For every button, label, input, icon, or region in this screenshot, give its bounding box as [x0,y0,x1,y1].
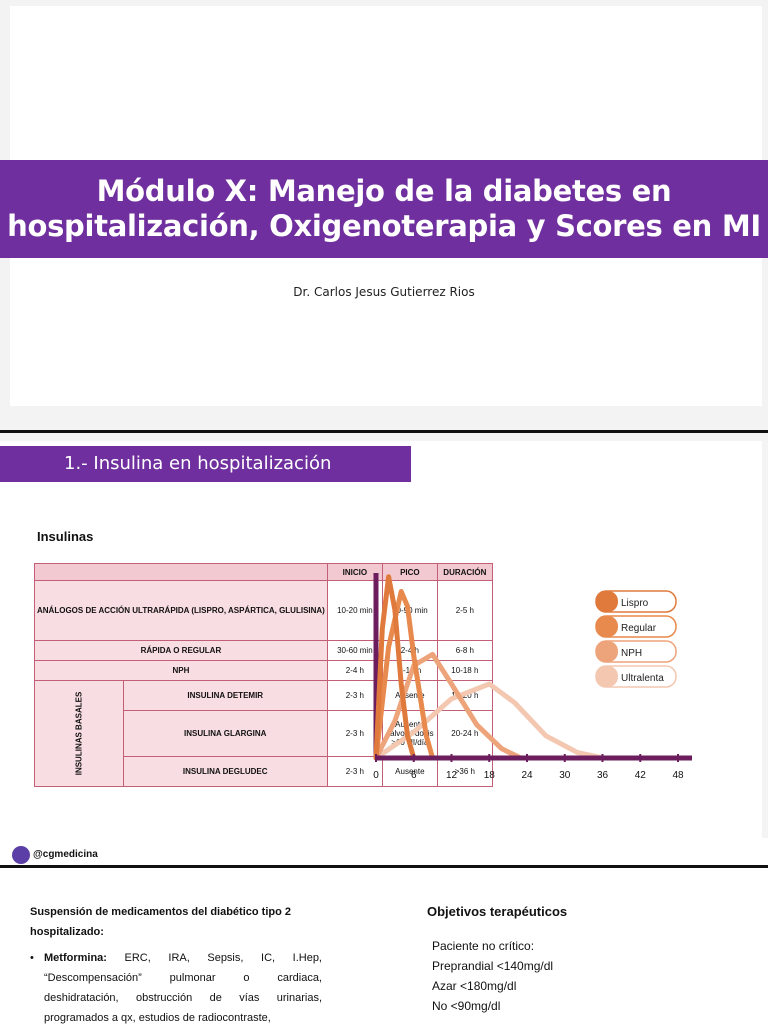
title-slide: Módulo X: Manejo de la diabetes en hospi… [0,0,768,430]
x-tick-label: 48 [672,770,684,781]
objective-item: Paciente no crítico: [432,939,535,953]
footer-bar: @cgmedicina [0,838,768,865]
legend-item-ultralenta: Ultralenta [595,665,677,688]
table-row: INSULINA GLARGINA 2-3 h Ausente salvo si… [35,710,493,757]
title-line-1: Módulo X: Manejo de la diabetes en [96,174,672,208]
group-label: INSULINAS BASALES [74,691,84,776]
objective-item: Preprandial <140mg/dl [432,959,554,973]
title-band: Módulo X: Manejo de la diabetes en hospi… [0,160,768,258]
cell: 20-24 h [436,710,493,757]
insulin-table: INICIO PICO DURACIÓN ANÁLOGOS DE ACCIÓN … [34,563,493,787]
series-line-regular [373,589,436,761]
x-tick-label: 30 [559,770,571,781]
x-tick-label: 0 [373,770,379,781]
cell: Ausente [381,756,438,787]
title-line-2: hospitalización, Oxigenoterapia y Scores… [7,209,761,243]
x-tick-label: 36 [597,770,609,781]
author-name: Dr. Carlos Jesus Gutierrez Rios [293,285,475,299]
metformin-label: Metformina: [44,952,107,964]
suspension-slide: Suspensión de medicamentos del diabético… [0,868,768,1024]
row-name: NPH [34,660,328,681]
row-name: INSULINA DETEMIR [122,680,328,711]
slide-divider [0,865,768,868]
row-name: INSULINA GLARGINA [122,710,328,757]
x-tick-label: 18 [484,770,496,781]
cell: 2-3 h [326,756,383,787]
table-row: INSULINA DEGLUDEC 2-3 h Ausente >36 h [35,756,493,787]
social-handle: @cgmedicina [33,849,98,860]
section-title: 1.- Insulina en hospitalización [0,446,411,482]
legend-swatch [596,641,618,662]
insulinas-label: Insulinas [37,529,94,544]
insulin-action-chart: 0 6 12 18 24 30 36 42 48 Lispro Regular NPH Ultralen… [373,573,692,781]
row-name: RÁPIDA O REGULAR [34,640,328,661]
table-row: INSULINAS BASALES INSULINA DETEMIR 2-3 h… [34,680,493,787]
row-name: INSULINA DEGLUDEC [122,756,328,787]
avatar [12,846,30,864]
objectives-list: Paciente no crítico: Preprandial <140mg/… [432,936,553,1016]
objective-item: No <90mg/dl [432,999,501,1013]
legend-item-lispro: Lispro [595,590,677,613]
row-name: ANÁLOGOS DE ACCIÓN ULTRARÁPIDA (LISPRO, … [34,580,328,641]
legend-item-regular: Regular [595,615,677,638]
insulin-slide: 1.- Insulina en hospitalización Insulina… [0,433,768,865]
x-tick-label: 6 [411,770,417,781]
suspension-title: Suspensión de medicamentos del diabético… [30,906,291,938]
legend-label: NPH [621,648,642,659]
objective-item: Azar <180mg/dl [432,979,517,993]
series-line-nph [373,651,524,761]
cell: >36 h [436,756,493,787]
group-label-cell: INSULINAS BASALES [34,680,124,787]
legend-label: Regular [621,623,657,634]
x-tick-label: 24 [521,770,533,781]
legend-swatch [596,616,618,637]
legend-label: Lispro [621,598,649,609]
series-line-ultralenta [373,681,605,761]
legend-item-nph: NPH [595,640,677,663]
bullet-icon: • [30,952,34,964]
table-corner [34,563,328,581]
objectives-title: Objetivos terapéuticos [427,904,568,919]
series-line-lispro [373,574,417,761]
x-tick-label: 12 [446,770,458,781]
x-tick-label: 42 [635,770,647,781]
legend-swatch [596,591,618,612]
legend-label: Ultralenta [621,673,664,684]
table-row: RÁPIDA O REGULAR 30-60 min 2-4 h 6-8 h [34,640,493,661]
slide-divider [0,430,768,433]
metformin-item: • Metformina: ERC, IRA, Sepsis, IC, I.He… [30,948,322,1024]
legend-swatch [596,666,618,687]
metformin-text: ERC, IRA, Sepsis, IC, I.Hep, “Descompens… [44,952,322,1024]
table-header: DURACIÓN [436,563,493,581]
